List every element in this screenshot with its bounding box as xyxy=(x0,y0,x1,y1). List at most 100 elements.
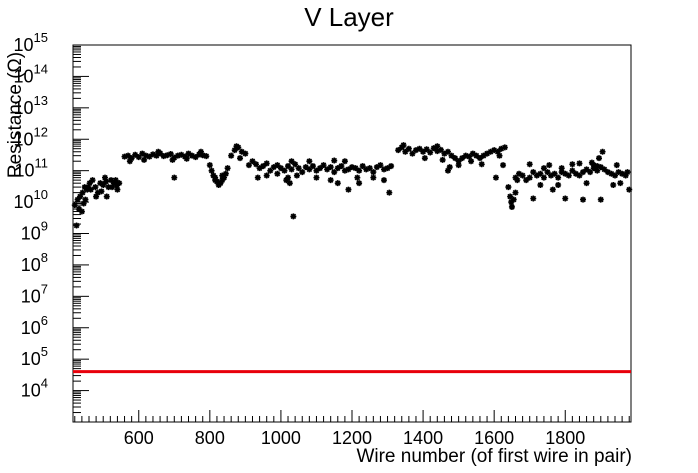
data-point xyxy=(114,186,121,193)
data-point xyxy=(71,202,78,209)
data-point xyxy=(496,152,503,159)
data-point xyxy=(101,174,108,181)
data-point xyxy=(510,196,517,203)
data-point xyxy=(526,174,533,181)
data-point xyxy=(619,170,626,177)
data-point xyxy=(105,184,112,191)
data-point xyxy=(412,147,419,154)
y-tick-label: 107 xyxy=(21,281,48,306)
data-point xyxy=(400,142,407,149)
data-point xyxy=(135,154,142,161)
data-point xyxy=(530,195,537,202)
data-point xyxy=(74,196,81,203)
data-point xyxy=(233,143,240,150)
data-point xyxy=(98,188,105,195)
chart-title: V Layer xyxy=(304,2,394,32)
data-point xyxy=(78,208,85,215)
data-point xyxy=(288,166,295,173)
data-points xyxy=(71,142,633,229)
data-point xyxy=(590,165,597,172)
x-tick-label: 1800 xyxy=(545,428,585,448)
data-point xyxy=(444,148,451,155)
data-point xyxy=(540,165,547,172)
data-point xyxy=(82,196,89,203)
data-point xyxy=(590,162,597,169)
data-point xyxy=(309,163,316,170)
data-point xyxy=(519,172,526,179)
data-point xyxy=(427,149,434,156)
data-point xyxy=(439,156,446,163)
data-point xyxy=(306,166,313,173)
data-point xyxy=(476,155,483,162)
data-point xyxy=(283,177,290,184)
data-point xyxy=(526,161,533,168)
data-point xyxy=(89,177,96,184)
x-tick-label: 1200 xyxy=(332,428,372,448)
data-point xyxy=(295,165,302,172)
x-tick-label: 1400 xyxy=(403,428,443,448)
data-point xyxy=(100,181,107,188)
data-point xyxy=(544,169,551,176)
data-point xyxy=(530,169,537,176)
data-point xyxy=(473,152,480,159)
data-point xyxy=(508,199,515,206)
data-point xyxy=(285,163,292,170)
data-point xyxy=(468,158,475,165)
data-point xyxy=(599,148,606,155)
data-point xyxy=(231,147,238,154)
data-point xyxy=(594,167,601,174)
x-axis-label: Wire number (of first wire in pair) xyxy=(356,446,632,467)
data-point xyxy=(437,146,444,153)
data-point xyxy=(558,169,565,176)
data-point xyxy=(224,165,231,172)
data-point xyxy=(183,155,190,162)
data-point xyxy=(306,158,313,165)
data-point xyxy=(331,157,338,164)
data-point xyxy=(213,178,220,185)
data-point xyxy=(562,195,569,202)
y-tick-label: 1015 xyxy=(14,30,49,55)
data-point xyxy=(73,222,80,229)
data-point xyxy=(103,193,110,200)
data-point xyxy=(434,148,441,155)
y-tick-label: 104 xyxy=(21,376,48,401)
data-point xyxy=(512,174,519,181)
data-point xyxy=(455,158,462,165)
data-point xyxy=(288,158,295,165)
data-point xyxy=(580,196,587,203)
data-point xyxy=(370,174,377,181)
data-point xyxy=(349,164,355,171)
data-point xyxy=(189,152,196,159)
data-point xyxy=(327,164,334,171)
data-point xyxy=(516,170,523,177)
data-point xyxy=(405,145,412,152)
data-point xyxy=(484,150,491,157)
data-point xyxy=(508,203,515,210)
x-tick-label: 600 xyxy=(124,428,154,448)
y-tick-labels: 1015 1014 1013 1012 1011 1010 109 108 107 106 105 1… xyxy=(14,30,49,401)
data-point xyxy=(409,150,416,157)
data-point xyxy=(583,166,590,173)
data-point xyxy=(164,152,171,159)
data-point xyxy=(256,165,263,172)
data-point xyxy=(86,180,93,187)
x-tick-labels: 600 800 1000 1200 1400 1600 1800 xyxy=(124,428,586,448)
data-point xyxy=(386,189,393,196)
axis-major-ticks xyxy=(73,75,566,423)
x-tick-label: 1000 xyxy=(261,428,301,448)
data-point xyxy=(249,158,256,165)
data-point xyxy=(254,174,261,181)
axis-minor-ticks xyxy=(73,45,630,422)
y-tick-label: 1011 xyxy=(14,156,48,181)
data-point xyxy=(551,170,558,177)
data-point xyxy=(491,147,498,154)
data-point xyxy=(199,152,206,159)
data-point xyxy=(469,150,476,157)
data-point xyxy=(260,163,267,170)
data-point xyxy=(292,161,299,168)
data-point xyxy=(487,148,494,155)
y-tick-label: 105 xyxy=(21,344,48,369)
data-point xyxy=(537,181,544,188)
y-tick-label: 1013 xyxy=(14,93,49,118)
data-point xyxy=(380,166,387,173)
